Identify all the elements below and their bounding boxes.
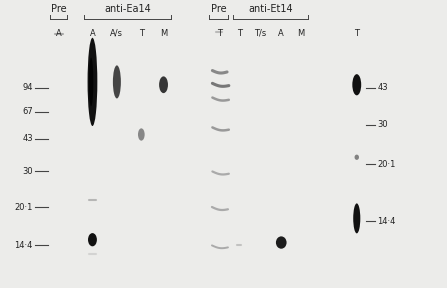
Ellipse shape bbox=[89, 58, 93, 106]
Text: 20·1: 20·1 bbox=[15, 202, 33, 211]
Text: 43: 43 bbox=[22, 134, 33, 143]
Text: 14·4: 14·4 bbox=[15, 241, 33, 250]
Text: T/s: T/s bbox=[254, 29, 266, 38]
Text: 20·1: 20·1 bbox=[377, 160, 396, 169]
Text: A: A bbox=[56, 29, 62, 38]
Ellipse shape bbox=[353, 203, 360, 233]
Ellipse shape bbox=[88, 233, 97, 246]
Text: 14·4: 14·4 bbox=[377, 217, 396, 226]
Text: 30: 30 bbox=[377, 120, 388, 129]
Text: A: A bbox=[278, 29, 284, 38]
Text: 94: 94 bbox=[22, 83, 33, 92]
Text: T: T bbox=[354, 29, 359, 38]
Text: T: T bbox=[216, 29, 222, 38]
Text: 67: 67 bbox=[22, 107, 33, 116]
Text: M: M bbox=[160, 29, 167, 38]
Text: T: T bbox=[236, 29, 241, 38]
Text: 30: 30 bbox=[22, 167, 33, 176]
Ellipse shape bbox=[138, 128, 145, 141]
Text: M: M bbox=[298, 29, 305, 38]
Text: anti-Et14: anti-Et14 bbox=[248, 4, 293, 14]
Ellipse shape bbox=[354, 155, 359, 160]
Text: T: T bbox=[139, 29, 144, 38]
Ellipse shape bbox=[276, 236, 287, 249]
Ellipse shape bbox=[113, 65, 121, 98]
Text: 43: 43 bbox=[377, 83, 388, 92]
Ellipse shape bbox=[159, 76, 168, 93]
Text: Pre: Pre bbox=[51, 4, 67, 14]
Ellipse shape bbox=[88, 38, 97, 126]
Text: anti-Ea14: anti-Ea14 bbox=[104, 4, 151, 14]
Text: A/s: A/s bbox=[110, 29, 123, 38]
Text: Pre: Pre bbox=[211, 4, 227, 14]
Ellipse shape bbox=[352, 74, 361, 95]
Text: A: A bbox=[89, 29, 95, 38]
